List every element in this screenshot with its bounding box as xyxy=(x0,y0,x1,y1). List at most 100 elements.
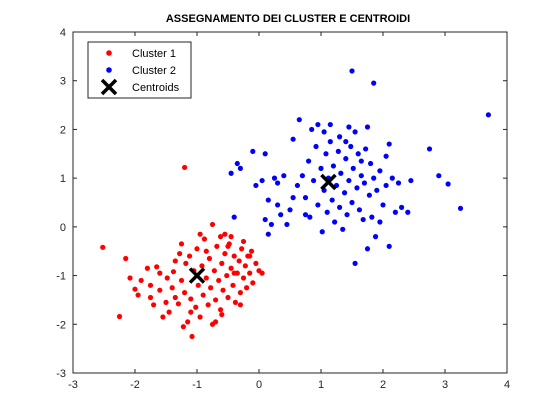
cluster-1-point xyxy=(194,246,200,252)
cluster-1-point xyxy=(228,265,234,271)
cluster-1-point xyxy=(157,287,163,293)
cluster-1-point xyxy=(197,231,203,237)
cluster-2-point xyxy=(405,209,411,215)
cluster-1-point xyxy=(237,290,243,296)
cluster-1-point xyxy=(208,285,214,291)
cluster-1-point xyxy=(247,253,253,259)
cluster-2-point xyxy=(445,181,451,187)
x-tick-label: -1 xyxy=(192,379,202,391)
cluster-1-point xyxy=(127,275,133,281)
cluster-1-point xyxy=(180,324,186,330)
cluster-2-point xyxy=(350,165,356,171)
cluster-2-point xyxy=(275,180,281,186)
cluster-2-point xyxy=(294,182,301,189)
cluster-1-point xyxy=(232,299,239,305)
cluster-1-point xyxy=(186,253,193,259)
x-tick-label: 1 xyxy=(318,379,324,391)
cluster-2-point xyxy=(228,170,234,176)
cluster-2-point xyxy=(346,177,352,184)
cluster-2-point xyxy=(315,121,321,128)
cluster-2-point xyxy=(287,207,293,213)
cluster-1-point xyxy=(240,238,247,245)
y-tick-label: 3 xyxy=(60,76,66,88)
cluster-2-point xyxy=(436,173,442,179)
cluster-1-point xyxy=(203,248,209,254)
cluster-2-point xyxy=(234,160,240,167)
cluster-1-point xyxy=(253,260,259,266)
cluster-1-point xyxy=(172,294,178,301)
cluster-1-point xyxy=(219,260,225,266)
legend-label-cluster-2: Cluster 2 xyxy=(132,65,176,77)
cluster-1-point xyxy=(197,314,203,320)
cluster-1-point xyxy=(160,314,166,320)
cluster-2-point xyxy=(309,126,315,133)
cluster-1-point xyxy=(225,243,231,249)
cluster-1-point xyxy=(205,302,211,308)
cluster-2-point xyxy=(262,151,268,157)
cluster-1-point xyxy=(188,296,194,302)
cluster-1-point xyxy=(206,255,212,262)
cluster-2-point xyxy=(268,221,274,228)
cluster-2-point xyxy=(296,117,302,123)
cluster-2-point xyxy=(364,246,371,252)
legend-marker-cluster-2 xyxy=(106,67,112,73)
y-tick-label: 2 xyxy=(60,124,66,136)
cluster-2-point xyxy=(338,170,344,176)
cluster-2-point xyxy=(408,177,414,184)
cluster-2-point xyxy=(352,129,358,135)
cluster-2-point xyxy=(271,175,278,181)
cluster-2-point xyxy=(337,204,343,210)
cluster-2-point xyxy=(290,136,296,142)
cluster-2-point xyxy=(329,197,335,203)
cluster-2-point xyxy=(330,163,336,169)
y-tick-label: 1 xyxy=(60,173,66,185)
cluster-1-point xyxy=(163,299,169,305)
cluster-1-point xyxy=(178,241,185,247)
cluster-2-point xyxy=(310,177,317,184)
cluster-1-point xyxy=(213,319,219,325)
cluster-1-point xyxy=(178,277,185,284)
cluster-1-point xyxy=(175,301,181,307)
y-tick-label: -2 xyxy=(56,319,66,331)
cluster-2-point xyxy=(366,192,372,198)
cluster-1-point xyxy=(247,270,253,276)
cluster-1-point xyxy=(183,260,189,266)
cluster-2-point xyxy=(399,204,405,210)
cluster-2-point xyxy=(324,209,330,215)
cluster-1-point xyxy=(116,313,123,320)
cluster-2-point xyxy=(344,212,350,218)
cluster-2-point xyxy=(426,146,433,152)
cluster-1-point xyxy=(169,285,175,291)
cluster-1-point xyxy=(230,282,236,288)
cluster-1-point xyxy=(237,302,243,308)
cluster-2-point xyxy=(313,143,319,150)
cluster-1-point xyxy=(217,307,224,313)
cluster-2-point xyxy=(377,168,383,174)
chart-title: ASSEGNAMENTO DEI CLUSTER E CENTROIDI xyxy=(166,13,410,25)
centroid-marker xyxy=(320,173,337,191)
cluster-2-point xyxy=(265,197,271,203)
cluster-2-point xyxy=(356,207,363,213)
cluster-1-point xyxy=(228,234,234,240)
cluster-1-point xyxy=(236,258,242,264)
cluster-2-point xyxy=(355,151,361,157)
x-tick-label: 0 xyxy=(256,379,262,391)
cluster-2-point xyxy=(335,148,341,154)
x-tick-label: 2 xyxy=(380,379,386,391)
y-tick-label: -1 xyxy=(56,271,66,283)
cluster-2-point xyxy=(361,180,367,186)
x-tick-label: 4 xyxy=(504,379,510,391)
cluster-2-point xyxy=(321,129,327,135)
cluster-1-point xyxy=(185,319,191,325)
cluster-1-point xyxy=(259,270,265,276)
cluster-2-point xyxy=(485,112,491,118)
cluster-1-point xyxy=(248,248,255,254)
cluster-1-point xyxy=(182,164,188,171)
cluster-1-point xyxy=(182,290,188,296)
cluster-2-point xyxy=(253,182,259,189)
cluster-2-point xyxy=(318,165,324,171)
cluster-2-point xyxy=(327,121,333,128)
cluster-1-point xyxy=(166,309,172,315)
cluster-2-point xyxy=(374,187,380,193)
cluster-1-point xyxy=(132,286,138,292)
